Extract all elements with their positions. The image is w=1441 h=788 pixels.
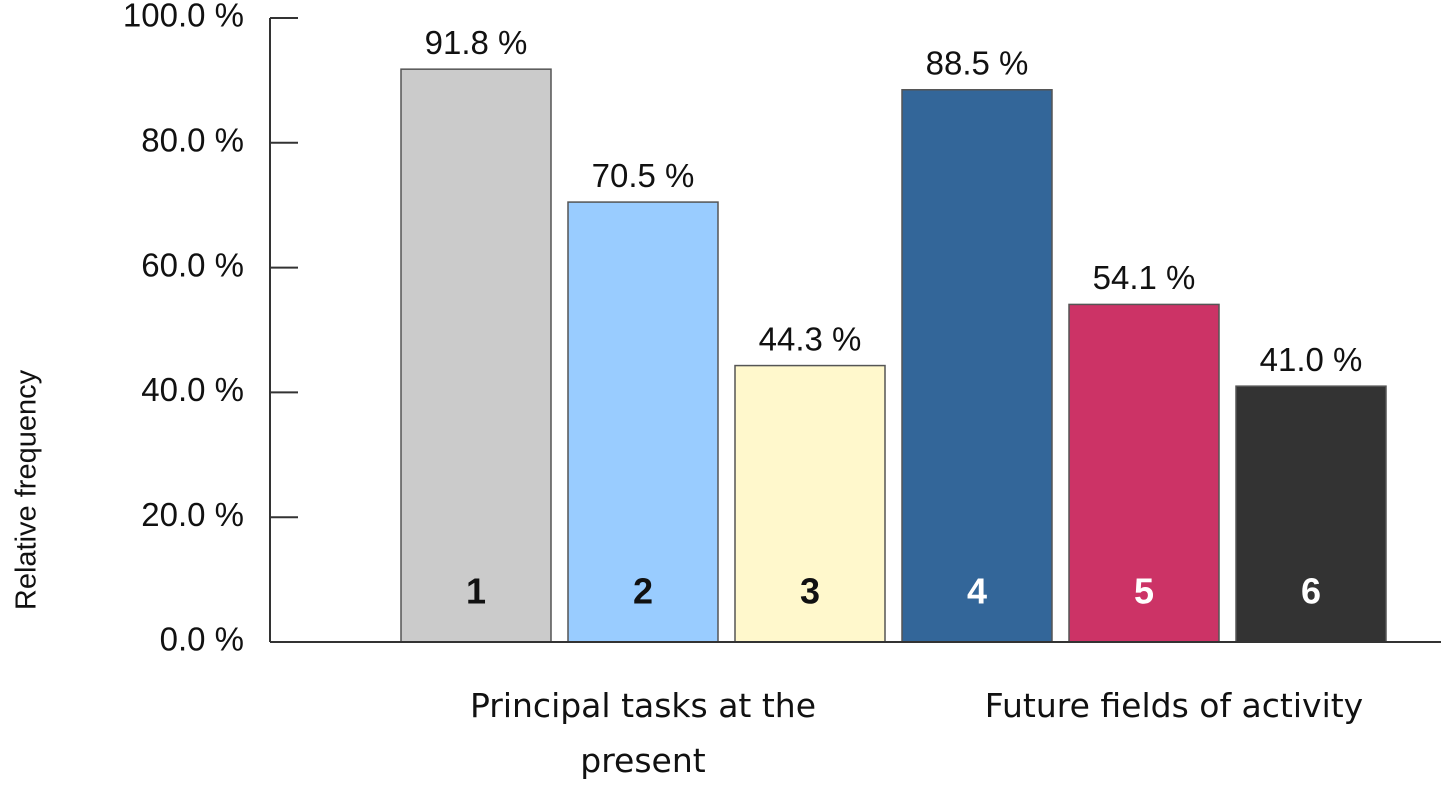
- category-label: 1: [466, 571, 486, 612]
- value-label: 88.5 %: [926, 44, 1029, 81]
- category-label: 5: [1134, 571, 1154, 612]
- category-label: 3: [800, 571, 820, 612]
- y-tick-label: 80.0 %: [141, 122, 244, 159]
- bar: [1068, 303, 1220, 643]
- y-tick-label: 20.0 %: [141, 496, 244, 533]
- group-label: Future fields of activity: [984, 686, 1364, 725]
- bar: [400, 68, 552, 643]
- category-label: 2: [633, 571, 653, 612]
- bar: [901, 89, 1053, 643]
- y-tick-label: 40.0 %: [141, 371, 244, 408]
- bar: [734, 364, 886, 643]
- y-tick-label: 100.0 %: [123, 0, 244, 34]
- y-tick-label: 0.0 %: [160, 621, 244, 658]
- group-label: Principal tasks at the present: [469, 686, 817, 780]
- value-label: 44.3 %: [759, 320, 862, 357]
- category-label: 4: [967, 571, 987, 612]
- value-label: 91.8 %: [425, 24, 528, 61]
- y-tick-label: 60.0 %: [141, 246, 244, 283]
- value-label: 70.5 %: [592, 157, 695, 194]
- category-label: 6: [1301, 571, 1321, 612]
- value-label: 41.0 %: [1260, 341, 1363, 378]
- value-label: 54.1 %: [1093, 259, 1196, 296]
- bar: [1235, 385, 1387, 643]
- y-axis-label: Relative frequency: [11, 369, 43, 610]
